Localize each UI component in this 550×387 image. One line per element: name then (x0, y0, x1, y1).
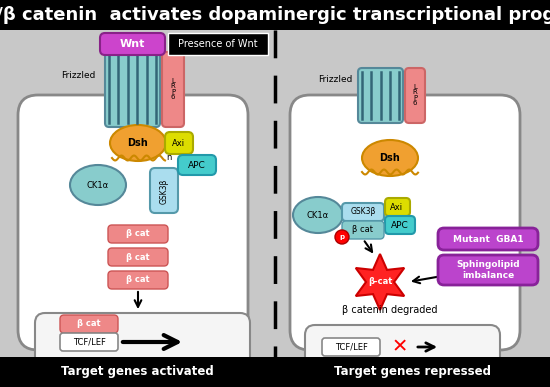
FancyBboxPatch shape (150, 168, 178, 213)
FancyBboxPatch shape (105, 52, 160, 127)
FancyBboxPatch shape (305, 325, 500, 380)
Text: Wnt/β catenin  activates dopaminergic transcriptional program: Wnt/β catenin activates dopaminergic tra… (0, 6, 550, 24)
FancyBboxPatch shape (342, 203, 384, 221)
FancyBboxPatch shape (385, 216, 415, 234)
Text: β-cat: β-cat (368, 277, 392, 286)
Text: L
R
P
6: L R P 6 (412, 84, 417, 106)
Text: β cat: β cat (353, 226, 373, 235)
FancyBboxPatch shape (108, 225, 168, 243)
FancyBboxPatch shape (438, 228, 538, 250)
Text: APC: APC (188, 161, 206, 170)
Text: Axi: Axi (173, 139, 185, 147)
Text: β cat: β cat (126, 229, 150, 238)
Text: ✕: ✕ (392, 337, 408, 356)
Text: TCF/LEF: TCF/LEF (334, 342, 367, 351)
Text: Axi: Axi (390, 202, 404, 212)
Text: L
R
P
6: L R P 6 (170, 78, 175, 100)
FancyBboxPatch shape (168, 33, 268, 55)
FancyBboxPatch shape (0, 0, 550, 30)
Text: β catenin degraded: β catenin degraded (342, 305, 438, 315)
FancyBboxPatch shape (438, 255, 538, 285)
Text: GSK3β: GSK3β (160, 178, 168, 204)
Text: CK1α: CK1α (87, 180, 109, 190)
FancyBboxPatch shape (108, 248, 168, 266)
FancyBboxPatch shape (290, 95, 520, 350)
Text: Target genes repressed: Target genes repressed (333, 365, 491, 378)
Ellipse shape (362, 140, 418, 176)
FancyBboxPatch shape (35, 313, 250, 378)
Text: β cat: β cat (126, 252, 150, 262)
FancyBboxPatch shape (18, 95, 248, 350)
Ellipse shape (293, 197, 343, 233)
Text: Target genes activated: Target genes activated (60, 365, 213, 378)
FancyBboxPatch shape (165, 132, 193, 154)
Text: β cat: β cat (126, 276, 150, 284)
Text: Wnt: Wnt (119, 39, 145, 49)
Polygon shape (356, 254, 404, 310)
FancyBboxPatch shape (108, 271, 168, 289)
Ellipse shape (110, 125, 166, 161)
Text: n: n (166, 154, 172, 163)
Circle shape (335, 230, 349, 244)
FancyBboxPatch shape (342, 221, 384, 239)
Text: Frizzled: Frizzled (318, 75, 352, 84)
FancyBboxPatch shape (0, 30, 550, 387)
FancyBboxPatch shape (162, 52, 184, 127)
Text: GSK3β: GSK3β (350, 207, 376, 216)
Text: Mutant  GBA1: Mutant GBA1 (453, 235, 523, 243)
Text: APC: APC (391, 221, 409, 229)
FancyBboxPatch shape (385, 198, 410, 216)
Text: CK1α: CK1α (307, 211, 329, 219)
Text: TCF/LEF: TCF/LEF (73, 337, 106, 346)
Text: Presence of Wnt: Presence of Wnt (178, 39, 258, 49)
FancyBboxPatch shape (60, 315, 118, 333)
FancyBboxPatch shape (178, 155, 216, 175)
FancyBboxPatch shape (405, 68, 425, 123)
Ellipse shape (70, 165, 126, 205)
Text: Frizzled: Frizzled (61, 70, 95, 79)
Text: p: p (339, 234, 344, 240)
FancyBboxPatch shape (322, 338, 380, 356)
FancyBboxPatch shape (358, 68, 403, 123)
FancyBboxPatch shape (60, 333, 118, 351)
FancyBboxPatch shape (0, 357, 275, 387)
Text: Sphingolipid
imbalance: Sphingolipid imbalance (456, 260, 520, 280)
Text: Dsh: Dsh (128, 138, 148, 148)
FancyBboxPatch shape (100, 33, 165, 55)
Text: β cat: β cat (77, 320, 101, 329)
Text: Dsh: Dsh (379, 153, 400, 163)
FancyBboxPatch shape (275, 357, 550, 387)
